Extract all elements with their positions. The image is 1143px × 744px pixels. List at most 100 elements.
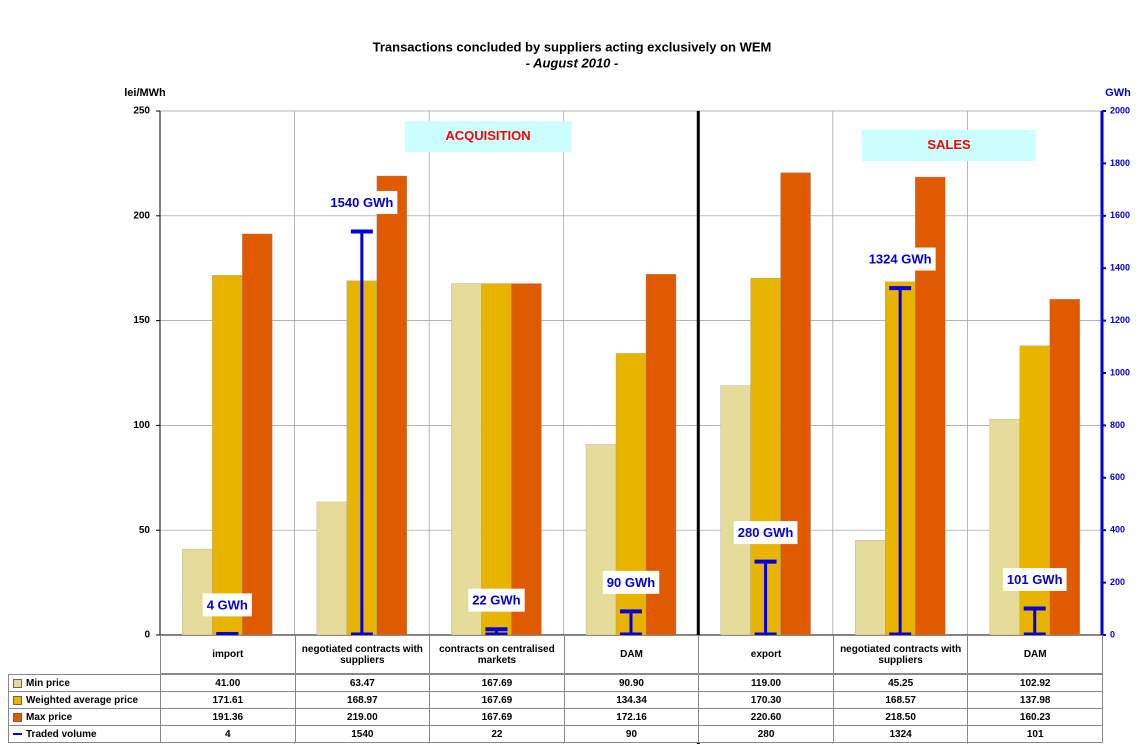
bar: [316, 501, 348, 636]
bar: [182, 548, 213, 636]
table-cell-text: 119.00: [751, 677, 782, 689]
category-label-text: negotiated contracts with suppliers: [840, 643, 962, 666]
data-label: 1540 GWh: [330, 195, 393, 210]
bar: [914, 176, 946, 636]
category-label-text: DAM: [620, 649, 643, 660]
category-label: export: [698, 635, 834, 674]
legend-label: Max price: [26, 711, 73, 723]
table-cell: 1324: [832, 725, 969, 743]
category-label-text: import: [212, 649, 244, 660]
table-cell-text: 170.30: [750, 694, 782, 706]
table-cell-text: 167.69: [481, 694, 513, 706]
table-cell-text: 160.23: [1019, 711, 1051, 723]
table-cell: 168.97: [294, 691, 431, 709]
y2-tick-label: 0: [1110, 629, 1115, 639]
data-label: 101 GWh: [1007, 572, 1063, 587]
table-cell: 171.61: [160, 691, 296, 709]
chart-title: Transactions concluded by suppliers acti…: [373, 39, 772, 54]
bar: [720, 385, 751, 636]
bar: [854, 540, 886, 636]
table-cell-text: 280: [757, 728, 775, 740]
table-cell: 1540: [294, 725, 431, 743]
category-label: negotiated contracts with suppliers: [832, 635, 969, 674]
data-label-box: [202, 593, 252, 617]
table-cell-text: 1540: [351, 728, 374, 740]
bar: [511, 283, 542, 636]
annotation-box: [862, 130, 1036, 161]
table-cell-text: 1324: [889, 728, 912, 740]
data-label-box: [1002, 567, 1067, 591]
y2-tick-label: 800: [1110, 420, 1125, 430]
data-label: 280 GWh: [738, 525, 794, 540]
table-cell: 170.30: [698, 691, 834, 709]
table-cell-text: 191.36: [212, 711, 244, 723]
table-cell: 219.00: [294, 708, 431, 726]
y2-tick-label: 1000: [1110, 367, 1130, 377]
annotation: ACQUISITION: [445, 128, 530, 143]
legend-swatch: [13, 733, 22, 735]
table-cell-text: 41.00: [215, 677, 241, 689]
table-cell: 45.25: [832, 674, 969, 692]
y-tick-label: 150: [133, 315, 150, 326]
table-cell: 167.69: [429, 691, 565, 709]
data-label: 90 GWh: [607, 575, 655, 590]
data-label-box: [864, 247, 936, 271]
y2-tick-label: 1600: [1110, 210, 1130, 220]
legend-cell: Max price: [8, 708, 161, 726]
category-label: DAM: [563, 635, 700, 674]
category-label-text: export: [750, 649, 782, 660]
bar: [1019, 345, 1050, 636]
table-cell: 22: [429, 725, 565, 743]
category-label: contracts on centralised markets: [429, 635, 565, 674]
table-cell-text: 167.69: [481, 711, 513, 723]
data-label: 4 GWh: [207, 597, 248, 612]
table-cell: 119.00: [698, 674, 834, 692]
y2-axis-label: GWh: [1105, 87, 1131, 99]
table-cell-text: 102.92: [1019, 677, 1051, 689]
table-cell: 172.16: [563, 708, 700, 726]
bar: [585, 444, 617, 636]
table-cell-text: 101: [1026, 728, 1044, 740]
table-cell: 167.69: [429, 674, 565, 692]
data-label-box: [733, 521, 798, 545]
table-cell: 102.92: [967, 674, 1103, 692]
data-label: 1324 GWh: [869, 252, 932, 267]
table-cell-text: 4: [225, 728, 231, 740]
table-cell-text: 134.34: [616, 694, 647, 706]
table-cell-text: 167.69: [481, 677, 513, 689]
chart-subtitle: - August 2010 -: [526, 55, 619, 70]
category-label: DAM: [967, 635, 1103, 674]
legend-label: Traded volume: [26, 728, 97, 740]
table-cell-text: 22: [491, 728, 503, 740]
y2-tick-label: 200: [1110, 577, 1125, 587]
data-label-box: [326, 190, 398, 214]
y-tick-label: 0: [144, 630, 150, 641]
annotation-box: [405, 121, 571, 152]
category-label: import: [160, 635, 296, 674]
y-tick-label: 200: [133, 210, 150, 221]
table-cell-text: 172.16: [616, 711, 647, 723]
table-cell: 137.98: [967, 691, 1103, 709]
table-cell: 167.69: [429, 708, 565, 726]
table-cell: 168.57: [832, 691, 969, 709]
table-cell-text: 137.98: [1019, 694, 1051, 706]
y2-tick-label: 400: [1110, 525, 1125, 535]
table-cell: 218.50: [832, 708, 969, 726]
table-cell: 160.23: [967, 708, 1103, 726]
legend-label: Weighted average price: [26, 694, 139, 706]
table-cell: 90: [563, 725, 700, 743]
category-label-text: contracts on centralised markets: [439, 643, 555, 666]
table-cell-text: 168.57: [885, 694, 916, 706]
table-cell: 41.00: [160, 674, 296, 692]
bar: [481, 283, 512, 636]
data-label-box: [468, 588, 525, 612]
bar: [242, 233, 273, 636]
data-label: 22 GWh: [472, 593, 520, 608]
table-cell-text: 220.60: [750, 711, 782, 723]
y2-tick-label: 1400: [1110, 263, 1130, 273]
y-tick-label: 100: [133, 420, 150, 431]
category-label-text: DAM: [1023, 649, 1047, 660]
table-cell: 90.90: [563, 674, 700, 692]
data-label-box: [602, 570, 660, 594]
